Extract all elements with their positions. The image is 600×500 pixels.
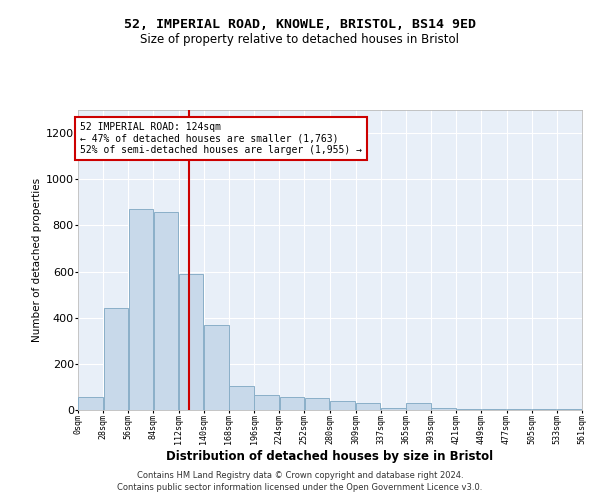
Bar	[305, 398, 329, 410]
Y-axis label: Number of detached properties: Number of detached properties	[32, 178, 41, 342]
Bar	[381, 408, 406, 410]
Bar	[254, 395, 279, 410]
Bar	[204, 324, 229, 410]
Bar	[532, 409, 556, 410]
Bar	[280, 396, 304, 410]
Bar	[154, 212, 178, 410]
Text: Contains HM Land Registry data © Crown copyright and database right 2024.
Contai: Contains HM Land Registry data © Crown c…	[118, 471, 482, 492]
Bar	[482, 409, 506, 410]
Bar	[457, 409, 481, 410]
Bar	[229, 386, 254, 410]
Bar	[356, 402, 380, 410]
X-axis label: Distribution of detached houses by size in Bristol: Distribution of detached houses by size …	[166, 450, 494, 462]
Bar	[507, 409, 532, 410]
Bar	[104, 308, 128, 410]
Bar	[79, 398, 103, 410]
Bar	[330, 401, 355, 410]
Bar	[128, 209, 153, 410]
Text: Size of property relative to detached houses in Bristol: Size of property relative to detached ho…	[140, 32, 460, 46]
Text: 52, IMPERIAL ROAD, KNOWLE, BRISTOL, BS14 9ED: 52, IMPERIAL ROAD, KNOWLE, BRISTOL, BS14…	[124, 18, 476, 30]
Bar	[557, 409, 581, 410]
Bar	[406, 402, 431, 410]
Text: 52 IMPERIAL ROAD: 124sqm
← 47% of detached houses are smaller (1,763)
52% of sem: 52 IMPERIAL ROAD: 124sqm ← 47% of detach…	[80, 122, 362, 154]
Bar	[431, 408, 456, 410]
Bar	[179, 274, 203, 410]
